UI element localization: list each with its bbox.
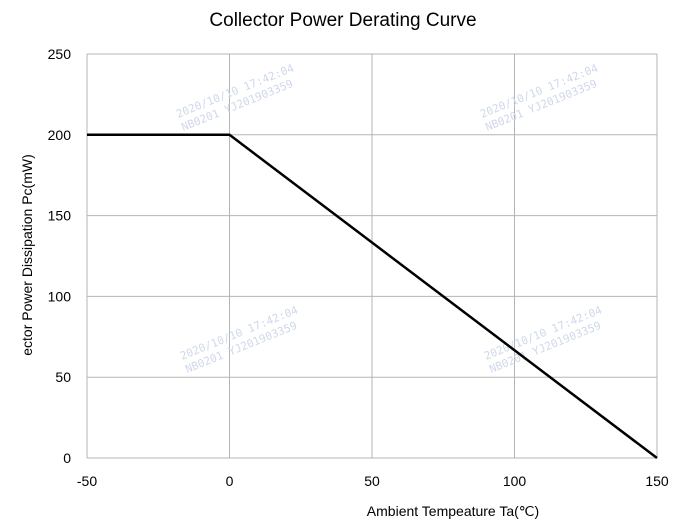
x-tick-label: 150 [645,473,669,489]
y-tick-label: 150 [48,208,72,224]
y-axis-label: ector Power Dissipation Pc(mW) [19,154,35,356]
x-axis-label: Ambient Tempeature Ta(℃) [367,503,539,519]
x-tick-label: 100 [503,473,527,489]
chart-title: Collector Power Derating Curve [209,10,476,31]
y-tick-label: 250 [48,46,72,62]
x-tick-label: 50 [364,473,380,489]
x-tick-label: -50 [77,473,97,489]
grid [86,53,658,459]
y-tick-label: 100 [48,288,72,304]
y-tick-label: 200 [48,127,72,143]
series-line [87,133,658,459]
x-tick-label: 0 [226,473,234,489]
y-tick-label: 50 [55,369,71,385]
tick-labels: -50 0 50 100 150 0 50 100 150 200 250 [48,46,669,489]
series-layer [87,133,658,459]
y-tick-label: 0 [63,450,71,466]
